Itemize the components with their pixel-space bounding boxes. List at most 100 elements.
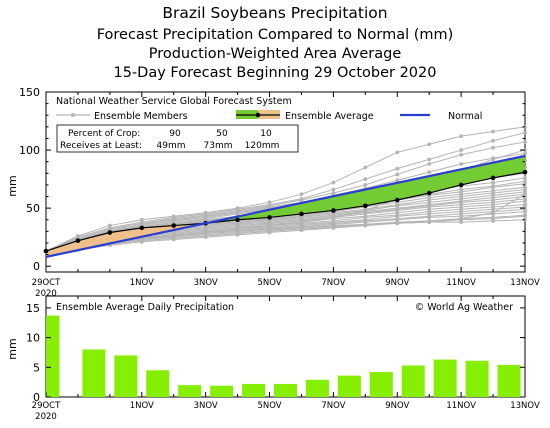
- ensemble-member-point: [427, 215, 432, 220]
- ensemble-member-point: [267, 223, 272, 228]
- percent-table-row1-value: 90: [169, 129, 181, 139]
- x-tick-label: 13NOV: [510, 278, 540, 288]
- daily-precip-bar: [497, 364, 521, 397]
- percent-table-row1-value: 10: [260, 129, 272, 139]
- x-tick-label: 9NOV: [385, 401, 409, 411]
- percent-table-row2-value: 73mm: [204, 141, 233, 151]
- ensemble-member-point: [299, 220, 304, 224]
- ensemble-member-point: [427, 220, 432, 224]
- daily-precip-bar: [433, 359, 457, 397]
- daily-precip-bar: [178, 385, 202, 397]
- x-tick-label: 7NOV: [321, 401, 345, 411]
- ensemble-member-point: [331, 180, 336, 185]
- ensemble-average-point: [426, 190, 432, 196]
- chart-inner-title: National Weather Service Global Forecast…: [56, 96, 292, 107]
- ensemble-normal-difference-fill: [77, 232, 110, 251]
- ensemble-member-point: [523, 209, 527, 214]
- ensemble-average-point: [139, 225, 145, 231]
- percent-table-box: [56, 124, 299, 153]
- ensemble-member-point: [427, 157, 432, 162]
- ensemble-member-point: [235, 232, 240, 237]
- y-axis-label: mm: [6, 338, 19, 359]
- ensemble-member-line: [45, 153, 526, 252]
- percent-table-row1-value: 50: [216, 129, 228, 139]
- ensemble-average-point: [235, 217, 240, 223]
- ensemble-member-point: [491, 145, 495, 150]
- daily-precip-bar: [146, 370, 170, 397]
- daily-precip-bar: [401, 365, 425, 397]
- y-tick-label: 150: [19, 86, 40, 99]
- daily-precip-bar: [465, 360, 489, 397]
- legend-members-label: Ensemble Members: [94, 111, 188, 122]
- ensemble-average-point: [267, 215, 272, 220]
- x-tick-label: 11NOV: [446, 401, 476, 411]
- ensemble-member-point: [331, 187, 336, 192]
- ensemble-member-point: [491, 219, 495, 223]
- ensemble-member-point: [395, 150, 400, 155]
- ensemble-member-line: [45, 132, 526, 252]
- y-tick-label: 5: [33, 361, 40, 374]
- ensemble-member-point: [427, 162, 432, 166]
- ensemble-average-point: [394, 197, 400, 203]
- ensemble-member-point: [363, 183, 368, 187]
- ensemble-member-point: [427, 170, 432, 175]
- ensemble-member-point: [235, 228, 240, 233]
- ensemble-member-point: [459, 220, 464, 224]
- chart-subtitle-1: Forecast Precipitation Compared to Norma…: [96, 27, 454, 43]
- ensemble-member-point: [363, 177, 368, 181]
- daily-precip-bar: [305, 379, 329, 397]
- daily-precip-bar: [369, 372, 393, 397]
- ensemble-member-point: [459, 134, 464, 139]
- x-tick-label: 1NOV: [130, 278, 154, 288]
- ensemble-member-point: [427, 142, 432, 147]
- daily-precip-bar: [242, 383, 266, 397]
- y-axis-label: mm: [6, 175, 19, 196]
- ensemble-member-point: [523, 176, 527, 180]
- ensemble-member-point: [395, 221, 400, 226]
- ensemble-member-line: [45, 126, 526, 252]
- normal-line: [45, 154, 526, 258]
- legend-average-marker: [255, 112, 261, 118]
- ensemble-normal-difference-fill: [301, 196, 334, 214]
- percent-table-row1-label: Percent of Crop:: [68, 129, 140, 139]
- ensemble-average-point: [363, 203, 368, 209]
- chart-subtitle-2: Production-Weighted Area Average: [148, 46, 402, 62]
- y-tick-label: 100: [19, 144, 40, 157]
- percent-table-row2-value: 49mm: [157, 141, 186, 151]
- legend-members-marker: [71, 113, 75, 117]
- ensemble-member-point: [267, 230, 272, 235]
- ensemble-member-point: [459, 148, 464, 152]
- ensemble-member-point: [203, 235, 208, 240]
- x-tick-label: 29OCT: [32, 401, 61, 411]
- ensemble-member-point: [395, 178, 400, 183]
- x-tick-label: 3NOV: [194, 401, 218, 411]
- chart-subtitle-3: 15-Day Forecast Beginning 29 October 202…: [113, 65, 437, 81]
- ensemble-member-point: [395, 172, 400, 177]
- ensemble-member-point: [363, 208, 368, 213]
- ensemble-average-point: [43, 248, 49, 254]
- ensemble-member-point: [267, 227, 272, 231]
- ensemble-member-point: [491, 210, 495, 215]
- ensemble-member-point: [523, 199, 527, 204]
- ensemble-member-point: [523, 151, 527, 156]
- x-tick-label: 5NOV: [257, 278, 281, 288]
- ensemble-member-point: [395, 166, 400, 171]
- ensemble-member-line: [45, 141, 526, 252]
- ensemble-member-point: [459, 162, 464, 166]
- ensemble-member-point: [459, 216, 464, 221]
- y-tick-label: 0: [33, 391, 40, 404]
- ensemble-member-point: [203, 230, 208, 235]
- x-tick-label: 3NOV: [194, 278, 218, 288]
- ensemble-member-point: [363, 165, 368, 170]
- x-tick-label: 1NOV: [130, 401, 154, 411]
- y-tick-label: 10: [26, 332, 40, 345]
- ensemble-average-point: [458, 182, 464, 188]
- ensemble-member-line: [45, 193, 526, 252]
- ensemble-member-point: [491, 138, 495, 143]
- ensemble-member-point: [523, 140, 527, 144]
- daily-precip-chart: Ensemble Average Daily Precipitation © Wo…: [6, 295, 540, 422]
- daily-precip-bar: [46, 315, 60, 397]
- x-tick-label: 5NOV: [257, 401, 281, 411]
- x-tick-label: 29OCT: [32, 278, 61, 288]
- ensemble-average-point: [299, 211, 304, 217]
